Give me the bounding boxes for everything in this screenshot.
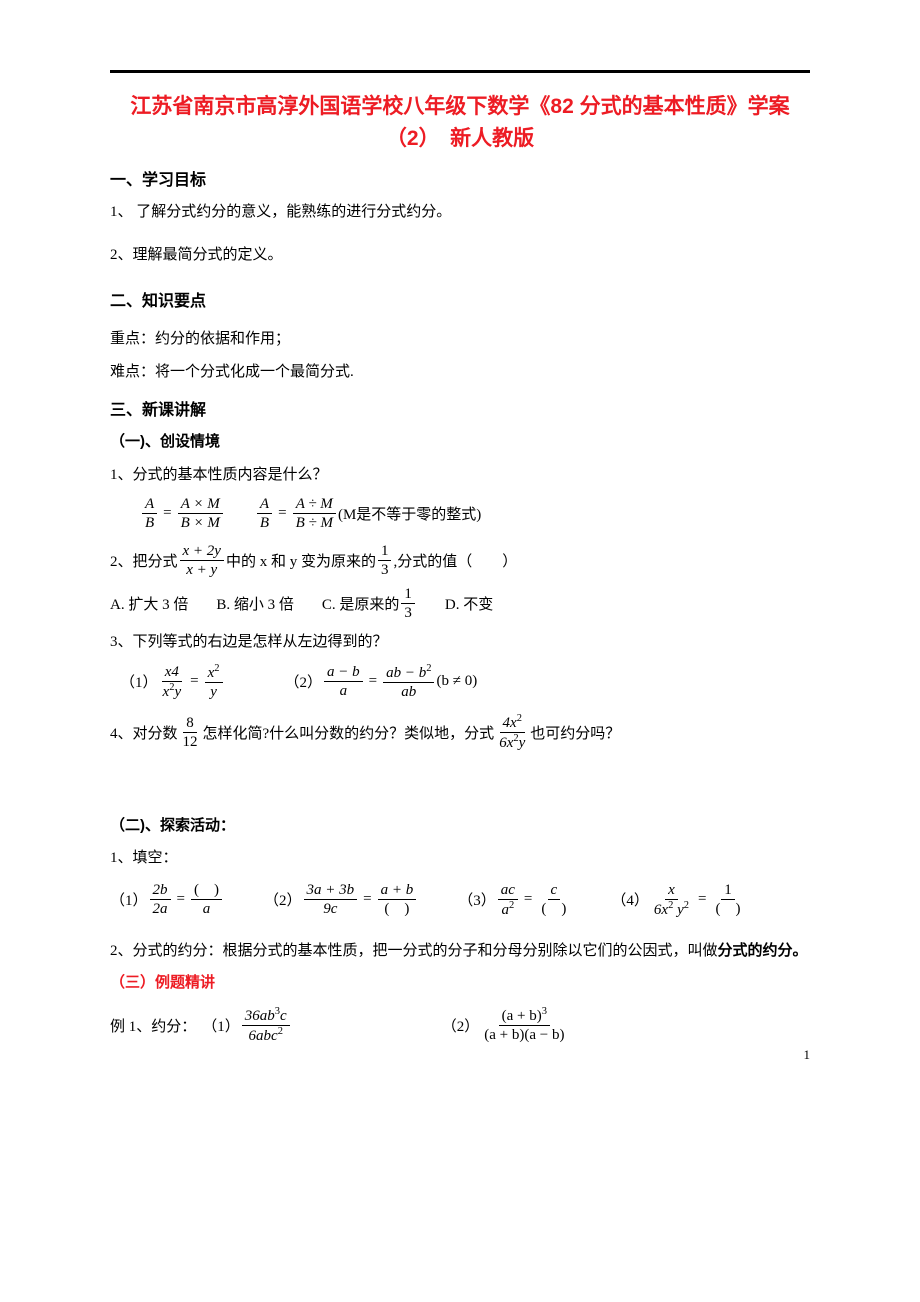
goal-2: 2、理解最简分式的定义。	[110, 241, 810, 270]
frac-adiv-bdiv: A ÷ M B ÷ M	[293, 495, 336, 532]
goal-1: 1、 了解分式约分的意义，能熟练的进行分式约分。	[110, 198, 810, 227]
q2-frac-2: 1 3	[378, 542, 392, 579]
fill-3: （3） ac a2 = c ( )	[458, 881, 571, 919]
definition-pre: 2、分式的约分：根据分式的基本性质，把一分式的分子和分母分别除以它们的公因式，叫…	[110, 943, 718, 959]
example-1-label: 例 1、约分：	[110, 1015, 196, 1036]
q3-1-label: （1）	[120, 671, 158, 692]
subheading-context: （一)、创设情境	[110, 428, 810, 457]
frac-ab-1: A B	[142, 495, 157, 532]
page-number: 1	[804, 1047, 811, 1063]
definition-bold: 分式的约分。	[718, 942, 808, 959]
q4-mid: 怎样化简?什么叫分数的约分？类似地，分式	[203, 722, 495, 743]
subheading-examples: （三）例题精讲	[110, 969, 810, 998]
fill-2: （2） 3a + 3b 9c = a + b ( )	[264, 881, 418, 918]
frac-ab-2: A B	[257, 495, 272, 532]
q3-2-label: （2）	[285, 671, 323, 692]
document-page: 江苏省南京市高淳外国语学校八年级下数学《82 分式的基本性质》学案 （2） 新人…	[0, 0, 920, 1093]
question-4: 4、对分数 8 12 怎样化简?什么叫分数的约分？类似地，分式 4x2 6x2y…	[110, 713, 810, 752]
q4-tail: 也可约分吗？	[530, 722, 620, 743]
option-a: A. 扩大 3 倍	[110, 593, 188, 614]
option-c-pre: C. 是原来的	[322, 593, 400, 614]
fill-heading: 1、填空：	[110, 844, 810, 873]
q3-1-left: x4 x2y	[160, 663, 185, 701]
title-line-2: （2） 新人教版	[386, 127, 534, 150]
q3-2-left: a − b a	[324, 663, 363, 700]
heading-lecture: 三、新课讲解	[110, 396, 810, 420]
title-line-1: 江苏省南京市高淳外国语学校八年级下数学《82 分式的基本性质》学案	[130, 95, 789, 118]
question-3: 3、下列等式的右边是怎样从左边得到的？	[110, 628, 810, 657]
question-3-formulas: （1） x4 x2y = x2 y （2） a − b a = ab − b2 …	[110, 663, 810, 701]
option-c-frac: 1 3	[401, 585, 415, 622]
q2-mid: 中的 x 和 y 变为原来的	[226, 550, 376, 571]
q2-pre: 2、把分式	[110, 550, 178, 571]
definition-line: 2、分式的约分：根据分式的基本性质，把一分式的分子和分母分别除以它们的公因式，叫…	[110, 937, 810, 966]
option-c: C. 是原来的 1 3	[322, 585, 417, 622]
q4-frac-1: 8 12	[180, 714, 201, 751]
q2-frac-1: x + 2y x + y	[180, 542, 224, 579]
q2-tail: ,分式的值（ ）	[393, 550, 517, 571]
key-point-1: 重点：约分的依据和作用；	[110, 325, 810, 354]
q3-1-right: x2 y	[205, 663, 223, 701]
document-title: 江苏省南京市高淳外国语学校八年级下数学《82 分式的基本性质》学案 （2） 新人…	[110, 91, 810, 154]
question-2: 2、把分式 x + 2y x + y 中的 x 和 y 变为原来的 1 3 ,分…	[110, 542, 810, 579]
formula-condition: (M是不等于零的整式)	[338, 503, 481, 524]
heading-goals: 一、学习目标	[110, 166, 810, 190]
q3-2-right: ab − b2 ab	[383, 663, 434, 701]
q3-2-tail: (b ≠ 0)	[436, 673, 477, 690]
example-1: 例 1、约分： （1） 36ab3c 6abc2 （2） (a + b)3 (a…	[110, 1006, 810, 1045]
question-2-options: A. 扩大 3 倍 B. 缩小 3 倍 C. 是原来的 1 3 D. 不变	[110, 585, 810, 622]
key-point-2: 难点：将一个分式化成一个最简分式.	[110, 358, 810, 387]
fill-4: （4） x 6x2 y2 = 1 ( )	[611, 881, 745, 919]
ex1-1-label: （1）	[202, 1015, 240, 1036]
fill-blanks-row: （1） 2b 2a = ( ) a （2） 3a + 3b 9c = a + b…	[110, 881, 810, 919]
fill-1: （1） 2b 2a = ( ) a	[110, 881, 224, 918]
subheading-explore: （二)、探索活动：	[110, 812, 810, 841]
q4-pre: 4、对分数	[110, 722, 178, 743]
ex1-2-frac: (a + b)3 (a + b)(a − b)	[481, 1006, 567, 1044]
ex1-2-label: （2）	[442, 1015, 480, 1036]
question-1: 1、分式的基本性质内容是什么？	[110, 461, 810, 490]
heading-keys: 二、知识要点	[110, 287, 810, 311]
header-rule	[110, 70, 810, 73]
q4-frac-2: 4x2 6x2y	[496, 713, 528, 752]
frac-am-bm: A × M B × M	[178, 495, 223, 532]
option-b: B. 缩小 3 倍	[216, 593, 294, 614]
option-d: D. 不变	[445, 593, 493, 614]
formula-basic-property: A B = A × M B × M A B = A ÷ M B ÷ M (M是不…	[110, 495, 810, 532]
ex1-1-frac: 36ab3c 6abc2	[242, 1006, 290, 1045]
